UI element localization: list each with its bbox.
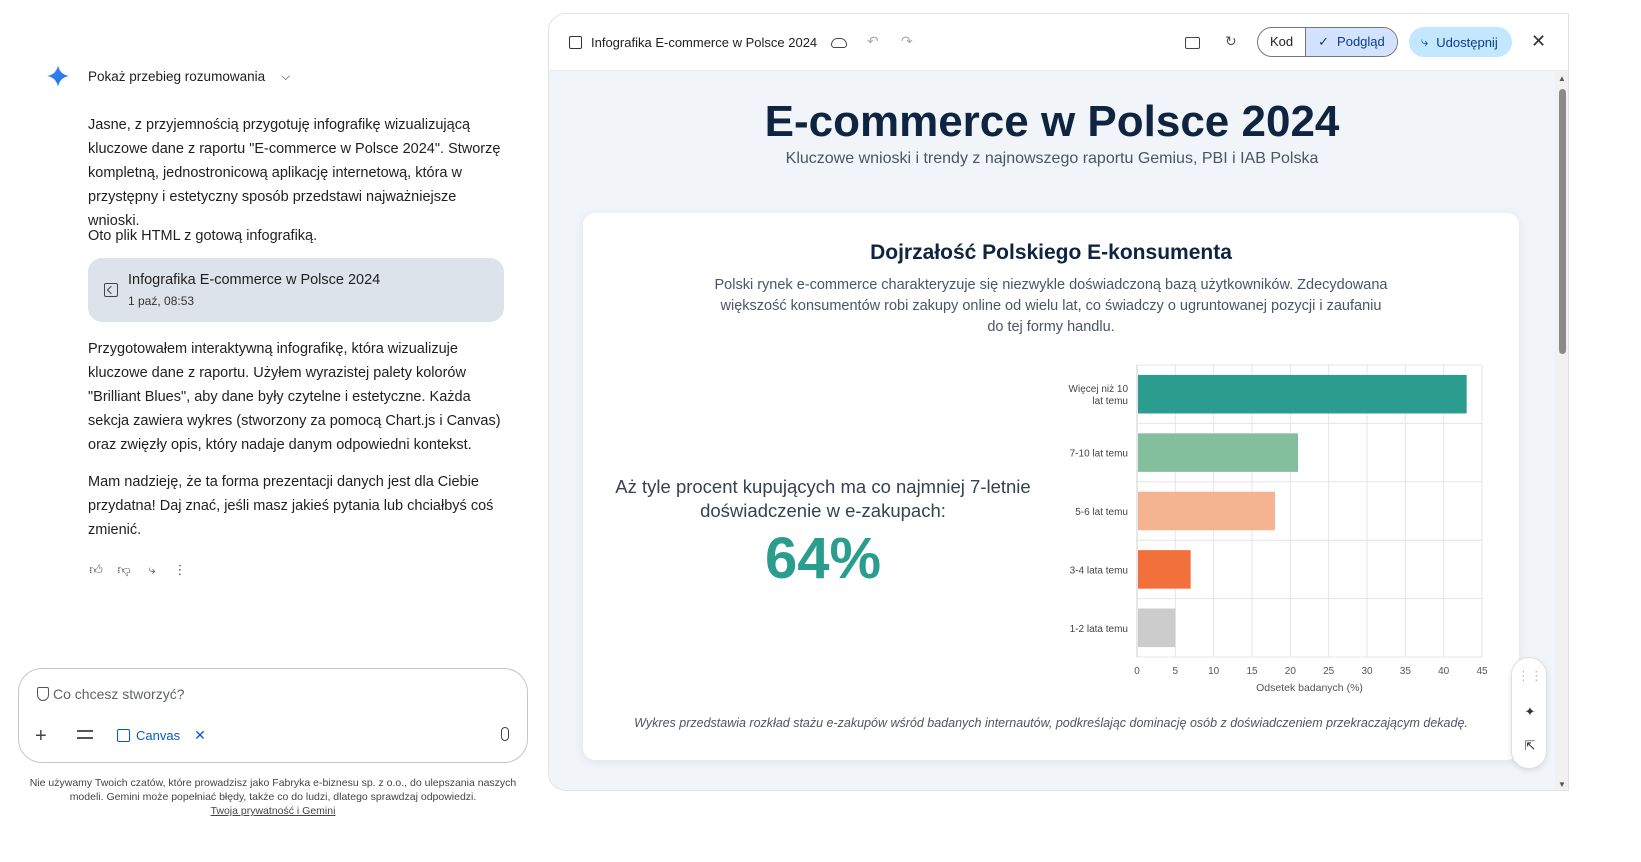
bar bbox=[1138, 608, 1176, 648]
share-icon: ⤷ bbox=[1421, 34, 1429, 49]
scrollbar[interactable]: ▲ ▼ bbox=[1555, 71, 1568, 790]
share-button-label: Udostępnij bbox=[1436, 34, 1498, 50]
bar bbox=[1138, 374, 1467, 414]
x-tick-label: 15 bbox=[1246, 666, 1258, 677]
x-tick-label: 5 bbox=[1173, 666, 1179, 677]
tools-icon[interactable] bbox=[77, 728, 93, 742]
preview-tab-label: Podgląd bbox=[1337, 34, 1385, 49]
share-button[interactable]: ⤷ Udostępnij bbox=[1409, 27, 1512, 57]
code-tab[interactable]: Kod bbox=[1270, 34, 1294, 49]
assistant-message: Jasne, z przyjemnością przygotuję infogr… bbox=[88, 117, 501, 229]
close-canvas-icon[interactable]: ✕ bbox=[1531, 31, 1547, 51]
disclaimer: Nie używamy Twoich czatów, które prowadz… bbox=[14, 776, 532, 818]
x-tick-label: 20 bbox=[1285, 666, 1297, 677]
code-document-icon bbox=[569, 36, 582, 49]
microphone-icon[interactable] bbox=[501, 727, 509, 741]
canvas-chip-label: Canvas bbox=[136, 728, 181, 743]
assistant-message: Przygotowałem interaktywną infografikę, … bbox=[88, 341, 501, 453]
artifact-date: 1 paź, 08:53 bbox=[128, 294, 195, 308]
stat-value: 64% bbox=[764, 526, 882, 591]
console-icon[interactable] bbox=[1185, 37, 1200, 49]
disclaimer-text: Nie używamy Twoich czatów, które prowadz… bbox=[29, 777, 517, 803]
y-tick-label: lat temu bbox=[1092, 396, 1128, 407]
code-document-icon bbox=[104, 283, 118, 297]
cloud-icon[interactable] bbox=[831, 38, 847, 48]
magic-edit-icon[interactable]: ✦ bbox=[1524, 704, 1536, 719]
canvas-toolbar: Infografika E-commerce w Polsce 2024 ↶ ↷… bbox=[549, 14, 1568, 71]
bar bbox=[1138, 491, 1275, 531]
share-icon[interactable]: ⤷ bbox=[148, 562, 156, 577]
section-card: Dojrzałość Polskiego E-konsumenta Polski… bbox=[583, 213, 1519, 760]
y-tick-label: 1-2 lata temu bbox=[1070, 624, 1128, 635]
canvas-chip[interactable]: Canvas ✕ bbox=[117, 727, 206, 744]
select-element-icon[interactable]: ⇱ bbox=[1524, 738, 1536, 753]
x-tick-label: 25 bbox=[1323, 666, 1335, 677]
close-icon[interactable]: ✕ bbox=[194, 727, 206, 743]
canvas-title: Infografika E-commerce w Polsce 2024 bbox=[591, 35, 818, 50]
show-reasoning-toggle[interactable]: Pokaż przebieg rozumowania ⌵ bbox=[46, 64, 290, 88]
x-tick-label: 40 bbox=[1438, 666, 1450, 677]
canvas-pane: Infografika E-commerce w Polsce 2024 ↶ ↷… bbox=[548, 13, 1569, 791]
thumbs-up-icon[interactable]: 👍︎ bbox=[89, 562, 103, 577]
privacy-link[interactable]: Twoja prywatność i Gemini bbox=[210, 805, 336, 817]
floating-toolbar: ⋮⋮ ✦ ⇱ bbox=[1511, 657, 1547, 769]
y-tick-label: 3-4 lata temu bbox=[1070, 565, 1128, 576]
thumbs-down-icon[interactable]: 👎︎ bbox=[117, 562, 131, 577]
preview-viewport: E-commerce w Polsce 2024 Kluczowe wniosk… bbox=[549, 71, 1555, 790]
scroll-down-icon[interactable]: ▼ bbox=[1558, 780, 1566, 789]
show-reasoning-label: Pokaż przebieg rozumowania bbox=[88, 68, 266, 84]
artifact-card[interactable]: Infografika E-commerce w Polsce 2024 1 p… bbox=[88, 258, 504, 322]
artifact-title: Infografika E-commerce w Polsce 2024 bbox=[128, 272, 381, 288]
x-tick-label: 0 bbox=[1134, 666, 1140, 677]
message-actions: 👍︎ 👎︎ ⤷ ⋮ bbox=[88, 562, 188, 578]
x-tick-label: 10 bbox=[1208, 666, 1220, 677]
x-axis-label: Odsetek badanych (%) bbox=[1256, 682, 1363, 694]
drag-handle-icon[interactable]: ⋮⋮ bbox=[1517, 668, 1543, 683]
add-icon[interactable]: + bbox=[35, 725, 47, 747]
redo-icon[interactable]: ↷ bbox=[901, 33, 913, 49]
chart-caption: Wykres przedstawia rozkład stażu e-zakup… bbox=[634, 716, 1468, 730]
section-title: Dojrzałość Polskiego E-konsumenta bbox=[870, 241, 1232, 264]
bar bbox=[1138, 550, 1191, 589]
chat-pane: Pokaż przebieg rozumowania ⌵ Jasne, z pr… bbox=[0, 0, 548, 862]
bar bbox=[1138, 433, 1298, 472]
view-toggle: Kod ✓ Podgląd bbox=[1257, 27, 1398, 57]
preview-tab[interactable]: ✓ Podgląd bbox=[1305, 28, 1397, 56]
y-tick-label: 5-6 lat temu bbox=[1075, 507, 1128, 518]
more-options-icon[interactable]: ⋮ bbox=[173, 562, 187, 577]
infographic-title: E-commerce w Polsce 2024 bbox=[764, 97, 1340, 146]
prompt-composer: + Canvas ✕ bbox=[18, 668, 528, 763]
assistant-message: Oto plik HTML z gotową infografiką. bbox=[88, 228, 318, 244]
shield-icon bbox=[37, 687, 49, 701]
x-tick-label: 35 bbox=[1400, 666, 1412, 677]
x-tick-label: 45 bbox=[1476, 666, 1488, 677]
prompt-input[interactable] bbox=[53, 683, 493, 705]
refresh-icon[interactable]: ↻ bbox=[1225, 33, 1237, 49]
scrollbar-thumb[interactable] bbox=[1559, 89, 1566, 354]
assistant-message: Mam nadzieję, że ta forma prezentacji da… bbox=[88, 474, 494, 538]
stat-text: Aż tyle procent kupujących ma co najmnie… bbox=[615, 476, 1031, 521]
y-tick-label: Więcej niż 10 bbox=[1069, 384, 1129, 395]
chevron-down-icon: ⌵ bbox=[281, 68, 291, 83]
section-description: Polski rynek e-commerce charakteryzuje s… bbox=[714, 277, 1388, 335]
scroll-up-icon[interactable]: ▲ bbox=[1558, 74, 1566, 83]
undo-icon[interactable]: ↶ bbox=[867, 33, 879, 49]
gemini-spark-icon bbox=[47, 65, 69, 87]
y-tick-label: 7-10 lat temu bbox=[1070, 449, 1128, 460]
x-tick-label: 30 bbox=[1361, 666, 1373, 677]
infographic-subtitle: Kluczowe wnioski i trendy z najnowszego … bbox=[785, 150, 1319, 167]
canvas-icon bbox=[117, 729, 130, 742]
check-icon: ✓ bbox=[1318, 34, 1330, 49]
